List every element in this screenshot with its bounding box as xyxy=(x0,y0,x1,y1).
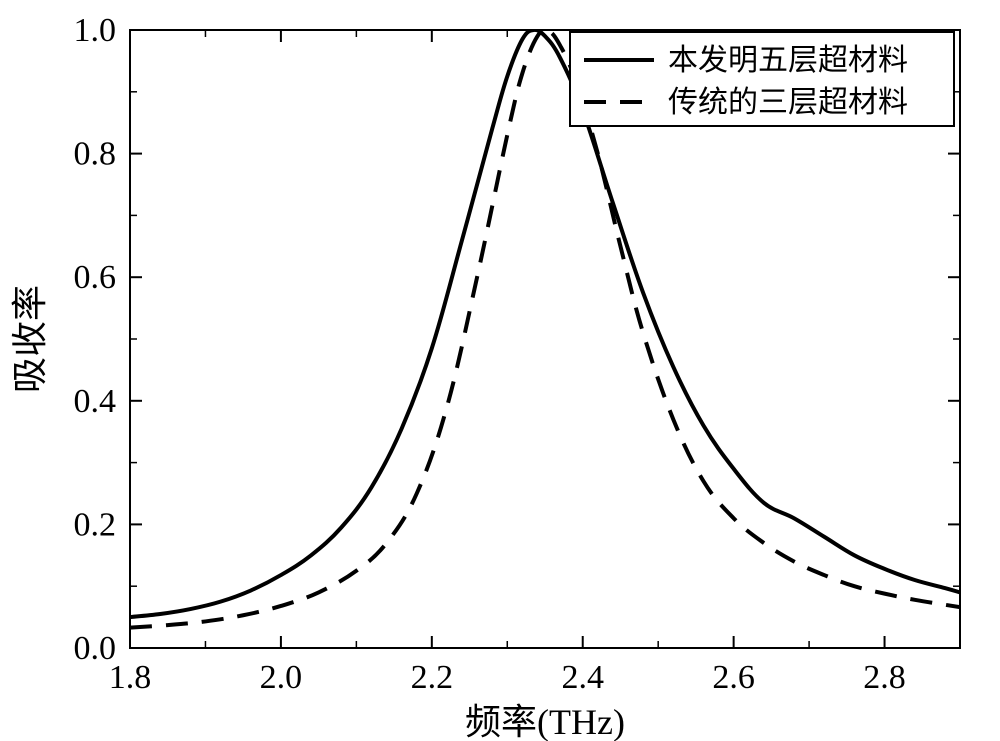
y-tick-label: 1.0 xyxy=(74,12,117,49)
y-tick-label: 0.4 xyxy=(74,383,117,420)
y-tick-label: 0.8 xyxy=(74,136,117,173)
chart-svg: 1.82.02.22.42.62.8频率(THz)0.00.20.40.60.8… xyxy=(0,0,1000,741)
y-axis-label: 吸收率 xyxy=(10,285,50,393)
y-tick-label: 0.0 xyxy=(74,630,117,667)
y-tick-label: 0.2 xyxy=(74,506,117,543)
legend: 本发明五层超材料传统的三层超材料 xyxy=(570,32,954,126)
legend-label: 传统的三层超材料 xyxy=(668,86,908,119)
x-tick-label: 2.6 xyxy=(712,659,755,696)
x-tick-label: 2.0 xyxy=(260,659,303,696)
legend-label: 本发明五层超材料 xyxy=(668,44,908,77)
chart-container: 1.82.02.22.42.62.8频率(THz)0.00.20.40.60.8… xyxy=(0,0,1000,741)
x-axis-label: 频率(THz) xyxy=(465,702,625,741)
x-tick-label: 2.4 xyxy=(561,659,604,696)
y-tick-label: 0.6 xyxy=(74,259,117,296)
x-tick-label: 2.8 xyxy=(863,659,906,696)
x-tick-label: 2.2 xyxy=(411,659,454,696)
